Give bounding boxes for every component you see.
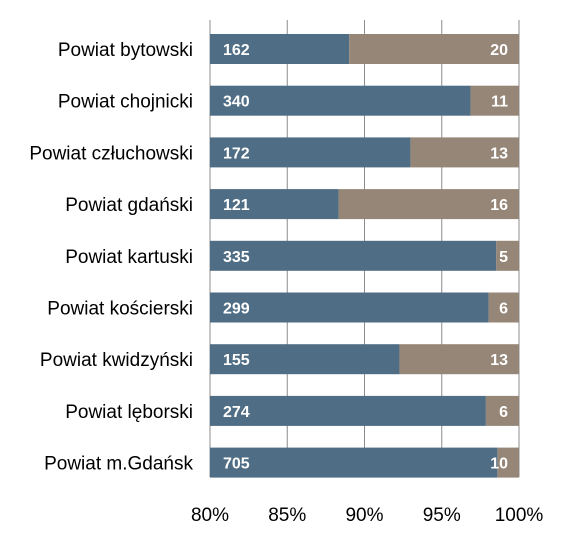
bar-segment-primary	[210, 137, 411, 168]
x-axis-ticks: 80% 85% 90% 95% 100%	[191, 505, 543, 526]
category-label: Powiat kartuski	[65, 247, 193, 268]
bar-segment-secondary	[399, 344, 519, 375]
bar-segment-primary	[210, 189, 339, 220]
bar-segment-secondary	[338, 189, 519, 220]
category-label: Powiat kościerski	[47, 299, 193, 320]
bar-segment-secondary	[485, 395, 519, 426]
category-label: Powiat bytowski	[58, 40, 193, 61]
data-label-secondary: 13	[490, 352, 508, 369]
data-label-secondary: 6	[499, 404, 508, 421]
data-label-primary: 162	[223, 42, 250, 59]
data-label-secondary: 5	[499, 249, 508, 266]
data-label-primary: 299	[223, 301, 250, 318]
x-tick-label: 100%	[495, 505, 544, 526]
data-label-secondary: 13	[490, 145, 508, 162]
category-label: Powiat chojnicki	[58, 92, 193, 113]
bar-segment-secondary	[497, 447, 519, 478]
category-labels: Powiat bytowski Powiat chojnicki Powiat cz…	[29, 40, 193, 475]
data-label-secondary: 20	[490, 42, 508, 59]
category-label: Powiat gdański	[65, 195, 193, 216]
bar-segment-secondary	[410, 137, 519, 168]
category-label: Powiat kwidzyński	[40, 350, 193, 371]
data-label-primary: 172	[223, 145, 250, 162]
x-tick-label: 80%	[191, 505, 229, 526]
bar-segment-primary	[210, 34, 350, 64]
bar-segment-primary	[210, 240, 497, 271]
bar-segment-primary	[210, 292, 489, 323]
bars: 162 20 340 11 172 13 121 16 335 5 299 6 155 13 274 6 705…	[210, 34, 519, 478]
data-label-secondary: 11	[491, 94, 508, 111]
bar-segment-secondary	[488, 292, 519, 323]
data-label-primary: 705	[223, 456, 250, 473]
bar-segment-primary	[210, 344, 400, 375]
bar-segment-primary	[210, 447, 498, 478]
data-label-primary: 335	[223, 249, 250, 266]
bar-segment-secondary	[349, 34, 519, 64]
data-label-primary: 340	[223, 94, 250, 111]
data-label-secondary: 6	[499, 301, 508, 318]
bar-segment-primary	[210, 395, 486, 426]
category-label: Powiat człuchowski	[29, 143, 193, 164]
bar-segment-primary	[210, 85, 471, 116]
x-tick-label: 85%	[268, 505, 306, 526]
x-tick-label: 95%	[423, 505, 461, 526]
data-label-primary: 274	[223, 404, 250, 421]
data-label-secondary: 16	[490, 197, 508, 214]
category-label: Powiat lęborski	[65, 402, 193, 423]
data-label-primary: 155	[223, 352, 250, 369]
data-label-primary: 121	[223, 197, 250, 214]
x-tick-label: 90%	[345, 505, 383, 526]
category-label: Powiat m.Gdańsk	[44, 454, 193, 475]
data-label-secondary: 10	[490, 456, 508, 473]
bar-segment-secondary	[470, 85, 519, 116]
bar-segment-secondary	[496, 240, 519, 271]
